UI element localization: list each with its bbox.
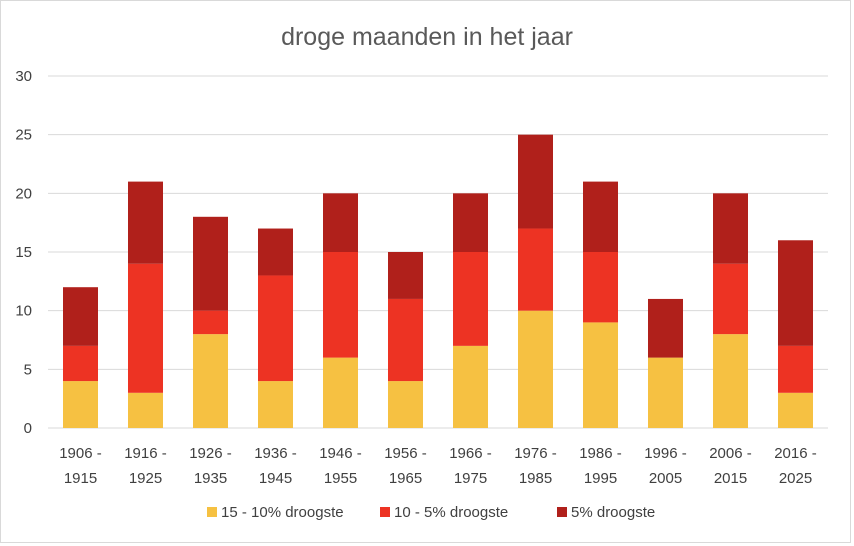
bar-segment-1	[453, 252, 488, 346]
x-tick-label: 1926 -	[189, 445, 232, 462]
legend: 15 - 10% droogste 10 - 5% droogste 5% droo…	[207, 504, 655, 521]
x-tick-label: 1945	[259, 470, 292, 487]
bar-segment-0	[453, 345, 488, 428]
x-tick-label: 1965	[389, 470, 422, 487]
x-tick-label: 1966 -	[449, 445, 492, 462]
x-tick-label: 1916 -	[124, 445, 167, 462]
legend-swatch	[557, 507, 567, 517]
x-tick-label: 1906 -	[59, 445, 102, 462]
x-tick-label: 1955	[324, 470, 357, 487]
bar-segment-2	[193, 216, 228, 311]
x-tick-label: 1996 -	[644, 445, 687, 462]
bar-segment-0	[388, 381, 423, 428]
bar-segment-0	[518, 310, 553, 428]
y-tick-label: 25	[15, 127, 32, 144]
legend-label: 5% droogste	[571, 504, 655, 521]
x-tick-label: 1995	[584, 470, 617, 487]
bar-segment-1	[713, 263, 748, 335]
bar-segment-2	[128, 181, 163, 264]
x-tick-label: 1915	[64, 470, 97, 487]
y-tick-label: 10	[15, 303, 32, 320]
bar-segment-2	[453, 193, 488, 252]
y-tick-label: 5	[24, 361, 32, 378]
legend-label: 15 - 10% droogste	[221, 504, 344, 521]
bar-segment-0	[258, 381, 293, 428]
x-tick-label: 1946 -	[319, 445, 362, 462]
bar-segment-0	[193, 334, 228, 428]
y-tick-label: 20	[15, 185, 32, 202]
gridlines	[48, 75, 828, 429]
bar-segment-1	[518, 228, 553, 311]
y-tick-label: 0	[24, 420, 32, 437]
bar-segment-2	[778, 240, 813, 346]
bar-segment-2	[258, 228, 293, 276]
bar-segment-1	[388, 298, 423, 382]
y-axis-ticks: 0 5 10 15 20 25 30	[15, 68, 32, 437]
bar-segment-0	[323, 357, 358, 428]
bar-segment-0	[63, 381, 98, 428]
y-tick-label: 30	[15, 68, 32, 85]
legend-label: 10 - 5% droogste	[394, 504, 508, 521]
bar-segment-2	[63, 287, 98, 346]
x-tick-label: 1956 -	[384, 445, 427, 462]
bar-segment-0	[648, 357, 683, 428]
x-tick-label: 2015	[714, 470, 747, 487]
bar-segment-0	[583, 322, 618, 428]
bars	[63, 134, 813, 428]
bar-segment-0	[128, 392, 163, 428]
bar-segment-1	[323, 252, 358, 358]
x-tick-label: 1986 -	[579, 445, 622, 462]
bar-segment-2	[713, 193, 748, 264]
x-tick-label: 2005	[649, 470, 682, 487]
x-tick-label: 2006 -	[709, 445, 752, 462]
bar-segment-1	[128, 263, 163, 393]
bar-segment-2	[648, 298, 683, 358]
bar-segment-1	[583, 252, 618, 323]
bar-segment-1	[258, 275, 293, 382]
bar-segment-0	[778, 392, 813, 428]
bar-segment-1	[63, 345, 98, 382]
x-axis-ticks: 1906 - 1915 1916 - 1925 1926 - 1935 1936 - 1945…	[59, 445, 817, 487]
bar-segment-2	[323, 193, 358, 252]
x-tick-label: 1936 -	[254, 445, 297, 462]
x-tick-label: 1925	[129, 470, 162, 487]
x-tick-label: 2025	[779, 470, 812, 487]
bar-segment-2	[518, 134, 553, 229]
x-tick-label: 1985	[519, 470, 552, 487]
legend-swatch	[380, 507, 390, 517]
bar-segment-0	[713, 334, 748, 428]
bar-segment-2	[583, 181, 618, 252]
legend-swatch	[207, 507, 217, 517]
x-tick-label: 1935	[194, 470, 227, 487]
bar-segment-1	[778, 345, 813, 393]
x-tick-label: 1975	[454, 470, 487, 487]
y-tick-label: 15	[15, 244, 32, 261]
bar-segment-1	[193, 310, 228, 335]
chart-title: droge maanden in het jaar	[281, 23, 573, 51]
bar-segment-2	[388, 252, 423, 299]
x-tick-label: 1976 -	[514, 445, 557, 462]
x-tick-label: 2016 -	[774, 445, 817, 462]
